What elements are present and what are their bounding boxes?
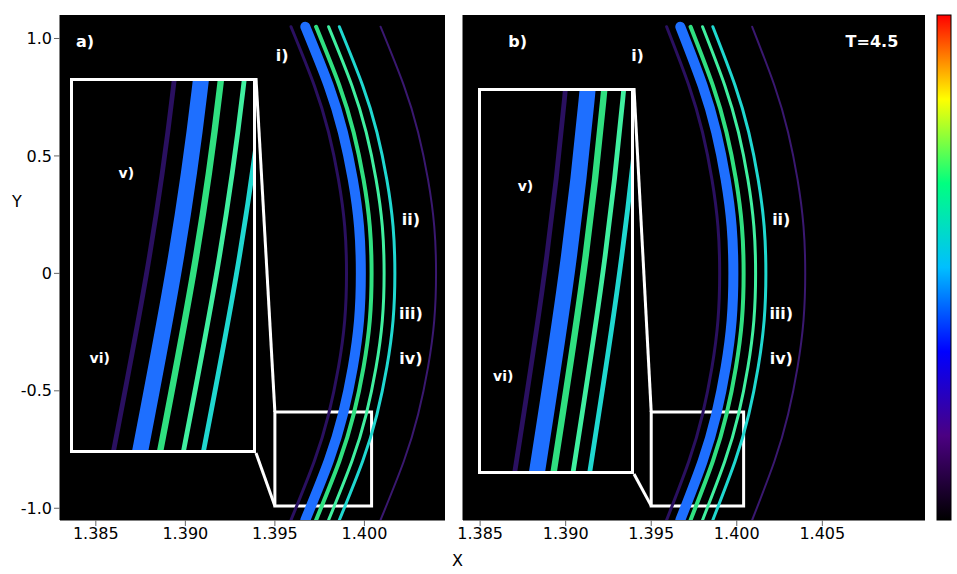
svg-text:iv): iv) (770, 349, 793, 368)
svg-text:vi): vi) (90, 350, 110, 366)
svg-text:1.390: 1.390 (162, 524, 208, 543)
html-text:Y: Y (12, 192, 22, 211)
svg-text:ii): ii) (772, 210, 790, 229)
svg-text:v): v) (119, 165, 135, 181)
svg-text:i): i) (631, 46, 644, 65)
svg-text:i): i) (276, 46, 289, 65)
svg-text:b): b) (508, 32, 527, 51)
svg-text:-0.5: -0.5 (21, 381, 52, 400)
svg-text:vi): vi) (493, 368, 513, 384)
svg-text:1.405: 1.405 (799, 524, 845, 543)
svg-text:0: 0 (42, 264, 52, 283)
svg-text:a): a) (76, 32, 94, 51)
svg-text:v): v) (518, 178, 534, 194)
svg-text:iii): iii) (769, 304, 793, 323)
html-text:X: X (452, 551, 463, 570)
svg-text:iii): iii) (399, 304, 423, 323)
svg-text:1.400: 1.400 (342, 524, 388, 543)
svg-text:ii): ii) (402, 210, 420, 229)
svg-text:1.390: 1.390 (543, 524, 589, 543)
svg-text:0.5: 0.5 (27, 147, 52, 166)
svg-text:1.395: 1.395 (628, 524, 674, 543)
svg-text:1.385: 1.385 (457, 524, 503, 543)
svg-text:1.395: 1.395 (252, 524, 298, 543)
svg-text:1.385: 1.385 (73, 524, 119, 543)
svg-text:1.0: 1.0 (27, 29, 52, 48)
svg-text:iv): iv) (399, 349, 422, 368)
svg-text:-1.0: -1.0 (21, 499, 52, 518)
svg-text:T=4.5: T=4.5 (846, 32, 899, 51)
svg-text:1.400: 1.400 (714, 524, 760, 543)
